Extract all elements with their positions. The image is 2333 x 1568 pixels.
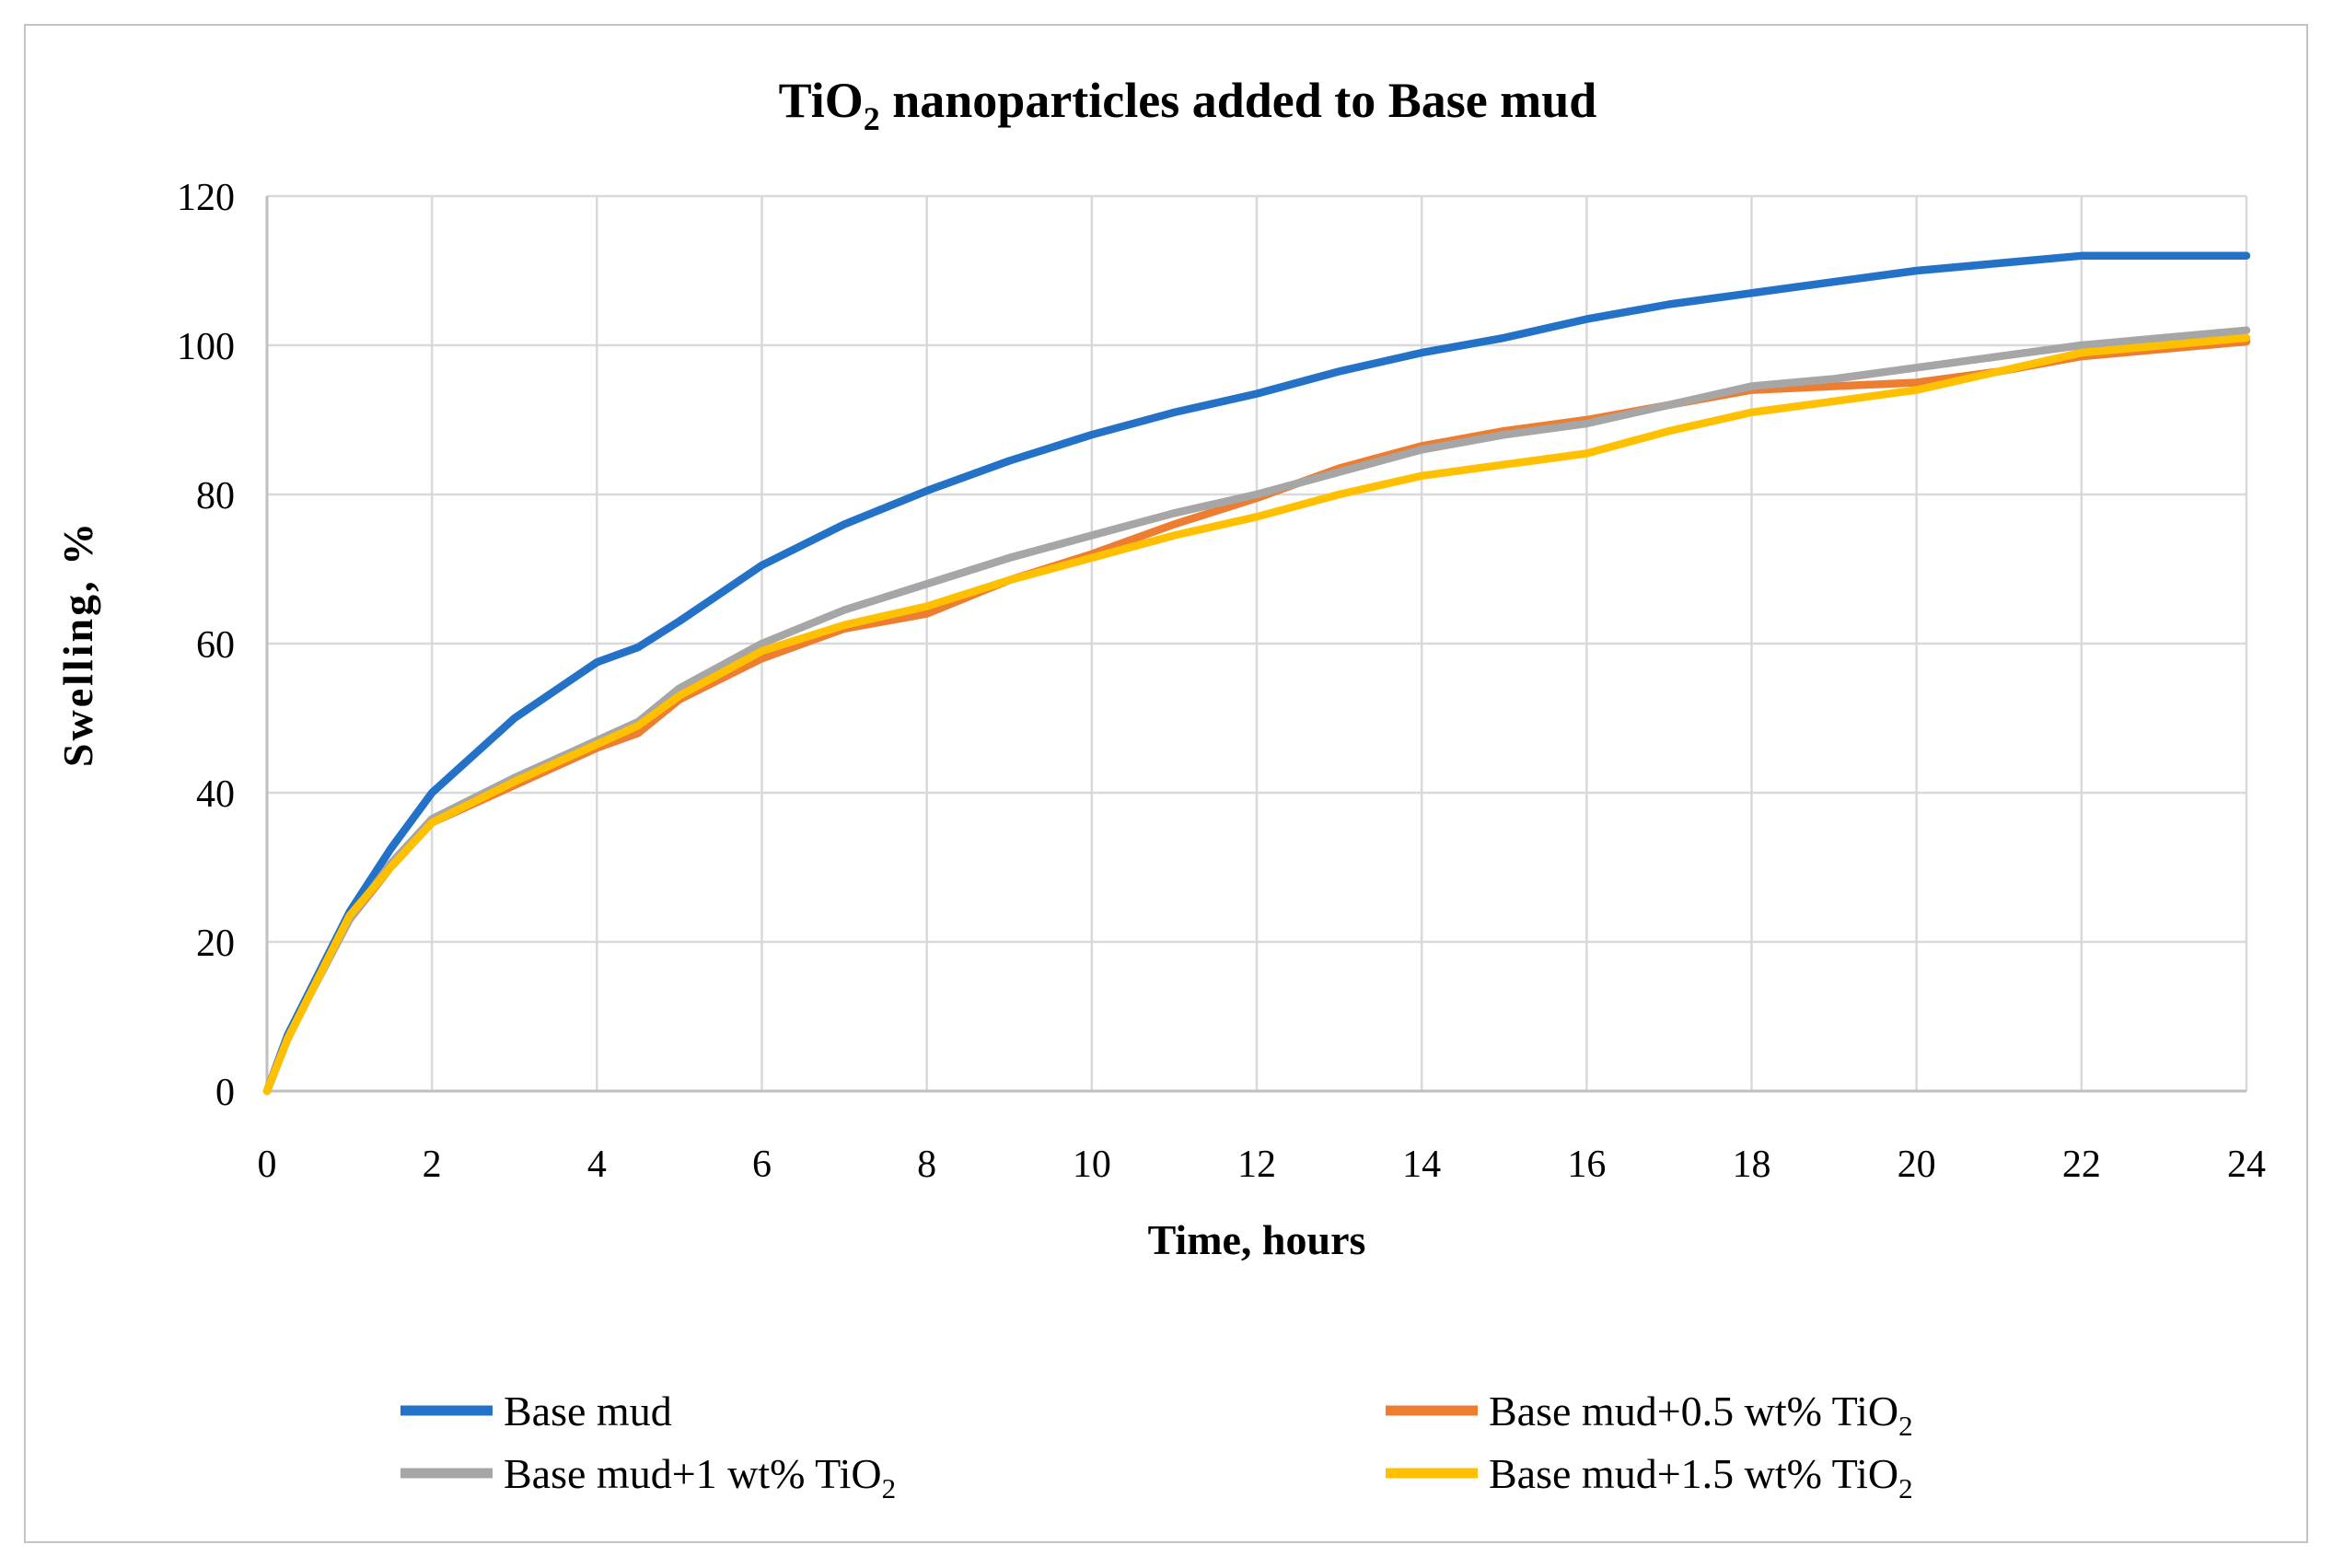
y-tick-label: 0 <box>215 1072 235 1114</box>
x-tick-label: 8 <box>917 1144 936 1186</box>
x-tick-label: 20 <box>1898 1144 1936 1186</box>
y-tick-label: 40 <box>196 773 235 816</box>
x-tick-label: 14 <box>1402 1144 1441 1186</box>
x-tick-label: 18 <box>1733 1144 1771 1186</box>
legend-label: Base mud+1 wt% TiO2 <box>504 1450 896 1504</box>
series-lines <box>262 251 2251 1096</box>
x-tick-label: 4 <box>587 1144 607 1186</box>
x-tick-labels: 0 2 4 6 8 10 12 14 16 18 20 22 24 <box>258 1144 2267 1186</box>
x-tick-label: 2 <box>423 1144 442 1186</box>
series-line-base-mud <box>262 251 2251 1096</box>
x-axis-title: Time, hours <box>1148 1216 1366 1263</box>
series-line-base-mud-1-5-wt-tio <box>262 333 2251 1096</box>
y-tick-label: 120 <box>177 177 235 219</box>
y-tick-label: 80 <box>196 475 235 517</box>
x-tick-label: 0 <box>258 1144 277 1186</box>
y-axis-title: Swelling, % <box>54 520 101 767</box>
axis-lines <box>265 196 2246 1093</box>
figure-border <box>24 24 2308 1543</box>
legend: Base mud Base mud+0.5 wt% TiO2 Base mud+1 … <box>400 1388 1913 1504</box>
y-tick-label: 20 <box>196 923 235 965</box>
x-tick-label: 6 <box>752 1144 772 1186</box>
y-tick-label: 100 <box>177 326 235 368</box>
x-tick-label: 22 <box>2062 1144 2101 1186</box>
y-tick-labels: 0 20 40 60 80 100 120 <box>177 177 235 1114</box>
legend-label: Base mud <box>504 1388 672 1434</box>
x-tick-label: 24 <box>2227 1144 2266 1186</box>
legend-label: Base mud+1.5 wt% TiO2 <box>1489 1450 1913 1504</box>
chart-title: TiO2 nanoparticles added to Base mud <box>779 73 1597 137</box>
x-tick-label: 12 <box>1237 1144 1276 1186</box>
y-tick-label: 60 <box>196 624 235 667</box>
legend-label: Base mud+0.5 wt% TiO2 <box>1489 1388 1913 1442</box>
x-tick-label: 10 <box>1073 1144 1111 1186</box>
x-tick-label: 16 <box>1567 1144 1606 1186</box>
